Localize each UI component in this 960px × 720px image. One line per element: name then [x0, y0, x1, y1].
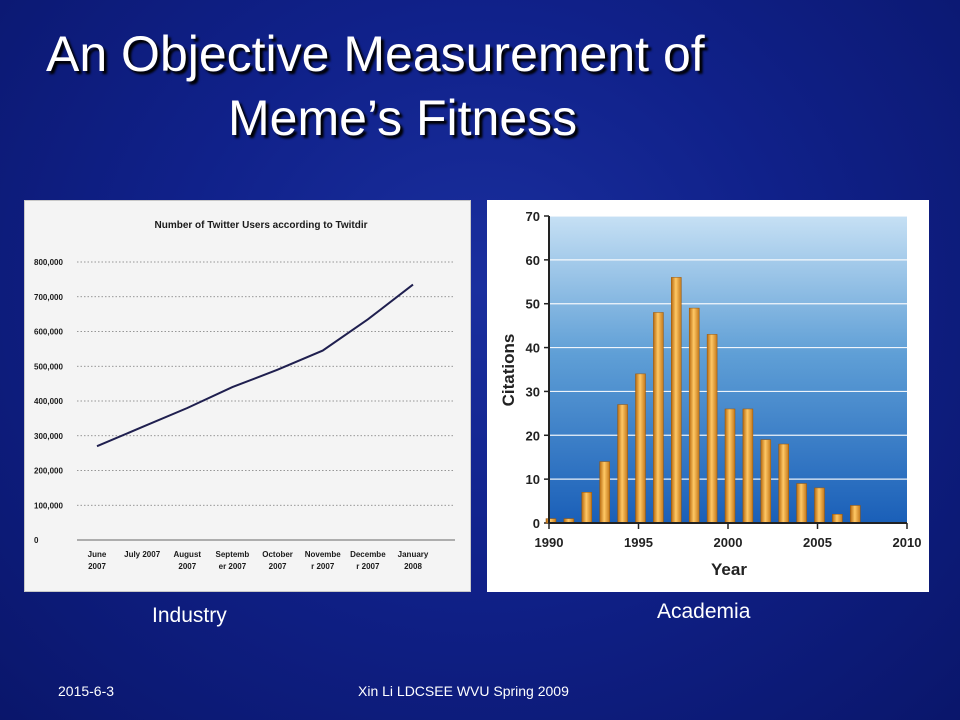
slide-title-line-1: An Objective Measurement of — [46, 26, 705, 82]
x-tick-label: Novembe — [305, 550, 342, 559]
chart-title: Number of Twitter Users according to Twi… — [155, 220, 368, 231]
x-tick-label: 1995 — [624, 535, 653, 550]
x-tick-label: 2008 — [404, 562, 422, 571]
y-tick-label: 30 — [526, 384, 540, 399]
x-tick-label: 2007 — [269, 562, 287, 571]
citation-bar — [635, 373, 646, 524]
citations-chart-panel: 0 10 20 30 40 50 60 70 1990 1995 2000 2005 2010 Year C… — [487, 200, 929, 592]
y-tick-label: 800,000 — [34, 258, 63, 267]
x-tick-label: Septemb — [216, 550, 250, 559]
twitter-users-series-line — [96, 283, 414, 448]
citation-bar — [814, 487, 825, 524]
footer-date: 2015-6-3 — [58, 683, 115, 699]
x-tick-label: r 2007 — [356, 562, 380, 571]
y-tick-label: 20 — [526, 428, 540, 443]
citation-bar — [778, 443, 789, 524]
y-tick-label: 0 — [34, 536, 39, 545]
citation-bar — [581, 492, 593, 524]
academia-caption: Academia — [657, 600, 751, 623]
x-tick-label: Decembe — [350, 550, 386, 559]
slide-title: An Objective Measurement of Meme’s Fitne… — [0, 22, 960, 150]
citation-bar — [850, 505, 861, 524]
citation-bar — [706, 334, 718, 524]
x-tick-label: July 2007 — [124, 550, 161, 559]
x-tick-label: r 2007 — [311, 562, 335, 571]
x-tick-label: er 2007 — [219, 562, 247, 571]
y-tick-label: 400,000 — [34, 397, 63, 406]
y-tick-label: 40 — [526, 341, 540, 356]
y-axis-label: Citations — [499, 334, 518, 407]
citation-bar — [724, 408, 736, 524]
x-tick-label: August — [174, 550, 202, 559]
x-axis-label: Year — [711, 560, 747, 579]
footer-credit: Xin Li LDCSEE WVU Spring 2009 — [358, 683, 569, 699]
citation-bar — [760, 439, 772, 524]
y-tick-label: 700,000 — [34, 293, 63, 302]
y-tick-label: 100,000 — [34, 501, 63, 510]
citation-bar — [617, 404, 628, 524]
x-tick-label: 2007 — [88, 562, 106, 571]
y-tick-label: 60 — [526, 253, 540, 268]
citation-bar — [653, 312, 664, 524]
twitter-users-line-chart: Number of Twitter Users according to Twi… — [34, 220, 455, 571]
x-tick-label: 2007 — [178, 562, 196, 571]
x-tick-label: 1990 — [535, 535, 564, 550]
y-tick-label: 500,000 — [34, 362, 63, 371]
x-tick-label: 2005 — [803, 535, 832, 550]
x-tick-label: October — [262, 550, 293, 559]
y-tick-label: 600,000 — [34, 328, 63, 337]
citation-bar — [671, 277, 682, 524]
x-tick-label: June — [88, 550, 107, 559]
citation-bar — [599, 461, 610, 524]
x-tick-label: 2000 — [714, 535, 743, 550]
y-tick-label: 70 — [526, 209, 540, 224]
citation-bar — [742, 408, 754, 524]
twitter-users-chart-panel: Number of Twitter Users according to Twi… — [24, 200, 471, 592]
y-tick-label: 50 — [526, 297, 540, 312]
citations-bar-chart: 0 10 20 30 40 50 60 70 1990 1995 2000 2005 2010 Year C… — [499, 209, 922, 579]
citation-bar — [688, 307, 700, 524]
industry-caption: Industry — [152, 604, 227, 627]
y-tick-label: 0 — [533, 516, 540, 531]
y-tick-label: 300,000 — [34, 432, 63, 441]
y-tick-label: 10 — [526, 472, 540, 487]
citation-bar — [796, 483, 807, 524]
citation-bar — [832, 513, 843, 524]
x-tick-label: January — [398, 550, 429, 559]
y-tick-label: 200,000 — [34, 467, 63, 476]
x-tick-label: 2010 — [893, 535, 922, 550]
slide-title-line-2: Meme’s Fitness — [228, 90, 578, 146]
